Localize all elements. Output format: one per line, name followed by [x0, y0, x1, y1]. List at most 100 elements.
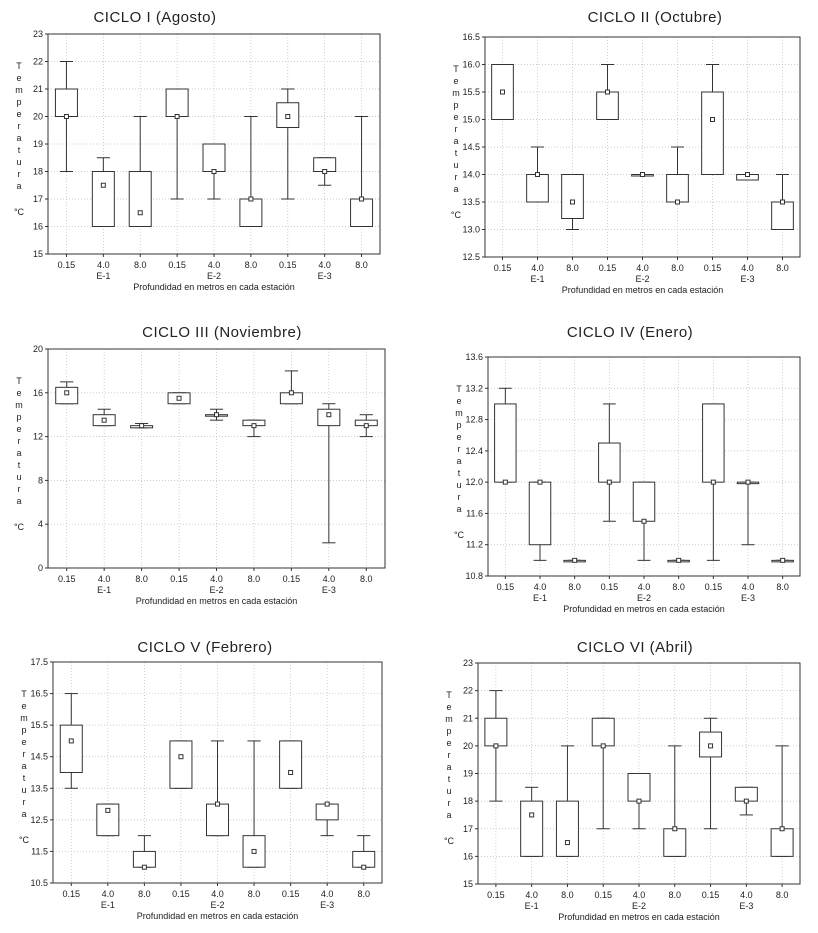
chart-title: CICLO III (Noviembre): [142, 324, 302, 341]
y-tick-label: 8: [38, 475, 43, 485]
box-iqr: [770, 828, 794, 857]
box-7: [701, 64, 724, 175]
box-iqr: [202, 143, 226, 172]
y-axis-label-letter: a: [16, 448, 21, 458]
box-4: [591, 717, 615, 830]
chart-4: CICLO IV (Enero) 10.8 11.2 11.6 12.0 12.4 12.8…: [454, 324, 801, 614]
median-marker: [641, 518, 647, 524]
y-axis-label-letter: e: [453, 76, 458, 86]
x-tick-label: 4.0: [98, 574, 111, 584]
x-group-label: E-2: [632, 901, 646, 911]
box-iqr: [771, 201, 794, 230]
y-axis-label-letter: T: [16, 376, 22, 386]
box-6: [663, 745, 687, 857]
median-marker: [64, 390, 70, 396]
chart-5: CICLO V (Febrero) 10.5 11.5 12.5 13.5 14.5 15.…: [19, 639, 383, 921]
box-8: [313, 157, 337, 186]
x-group-label: E-3: [739, 901, 753, 911]
x-tick-label: 8.0: [776, 263, 789, 273]
y-axis-label-letter: r: [23, 749, 26, 759]
box-3: [128, 116, 152, 227]
x-tick-label: 8.0: [561, 890, 574, 900]
x-tick-label: 0.15: [702, 890, 720, 900]
median-marker: [710, 117, 715, 122]
y-axis-label-letter: m: [15, 85, 23, 95]
median-marker: [174, 114, 180, 119]
x-tick-label: 0.15: [594, 890, 612, 900]
y-axis-label-letter: m: [455, 408, 463, 418]
y-axis-label-letter: a: [456, 504, 461, 514]
x-group-label: E-3: [320, 900, 334, 910]
median-marker: [745, 479, 751, 485]
y-axis-label-letter: a: [446, 762, 451, 772]
y-axis-label-letter: T: [16, 61, 22, 71]
box-4: [596, 64, 619, 120]
y-tick-label: 11.6: [466, 508, 483, 518]
median-marker: [564, 840, 570, 846]
x-group-label: E-3: [322, 585, 336, 595]
y-tick-label: 23: [33, 29, 43, 39]
y-tick-label: 15.0: [462, 115, 480, 125]
y-tick-label: 18: [33, 167, 43, 177]
y-tick-label: 11.5: [31, 846, 48, 856]
box-2: [528, 479, 552, 561]
y-axis-label-letter: T: [21, 689, 27, 699]
y-axis-label-letter: r: [458, 492, 461, 502]
y-axis-label-letter: e: [456, 432, 461, 442]
y-axis-unit: °C: [444, 836, 455, 846]
box-iqr: [526, 174, 549, 203]
x-tick-label: 0.15: [172, 889, 190, 899]
y-tick-label: 16.0: [462, 60, 480, 70]
y-axis-label-letter: e: [446, 738, 451, 748]
box-iqr: [494, 403, 517, 483]
median-marker: [139, 423, 145, 429]
y-tick-label: 12: [33, 432, 43, 442]
y-tick-label: 14.5: [462, 142, 480, 152]
y-axis-label-letter: u: [21, 785, 26, 795]
x-axis-label: Profundidad en metros en cada estación: [136, 596, 298, 606]
x-group-label: E-1: [96, 271, 110, 281]
y-axis-label-letter: t: [18, 145, 21, 155]
box-iqr: [702, 403, 725, 483]
y-axis-label-letter: m: [445, 714, 453, 724]
box-9: [771, 174, 794, 230]
x-tick-label: 8.0: [245, 260, 258, 270]
box-iqr: [350, 198, 374, 227]
x-tick-label: 8.0: [360, 574, 373, 584]
y-tick-label: 22: [33, 57, 43, 67]
y-tick-label: 16: [33, 388, 43, 398]
box-9: [354, 414, 378, 438]
box-9: [352, 835, 376, 870]
median-marker: [570, 199, 575, 205]
y-tick-label: 20: [33, 112, 43, 122]
y-axis-label-letter: r: [18, 484, 21, 494]
y-tick-label: 13.0: [462, 225, 480, 235]
x-tick-label: 0.15: [705, 582, 723, 592]
box-1: [491, 64, 514, 120]
chart-title: CICLO IV (Enero): [567, 324, 693, 341]
y-axis-label-letter: r: [455, 172, 458, 182]
median-marker: [101, 417, 107, 423]
x-axis-label: Profundidad en metros en cada estación: [562, 285, 724, 295]
median-marker: [178, 754, 184, 760]
y-axis-label-letter: a: [453, 184, 458, 194]
y-tick-label: 0: [38, 563, 43, 573]
y-axis-label-letter: T: [453, 64, 459, 74]
median-marker: [176, 395, 182, 401]
y-tick-label: 20: [463, 741, 473, 751]
y-axis-label-letter: u: [456, 480, 461, 490]
y-axis-label-letter: u: [446, 786, 451, 796]
box-iqr: [484, 717, 508, 747]
x-tick-label: 4.0: [210, 574, 223, 584]
box-3: [130, 422, 154, 429]
median-marker: [363, 423, 369, 429]
median-marker: [137, 210, 143, 216]
box-4: [169, 740, 193, 789]
box-1: [55, 381, 79, 405]
y-axis-unit: °C: [19, 835, 30, 845]
median-marker: [500, 89, 505, 95]
y-axis-label-letter: a: [446, 810, 451, 820]
x-tick-label: 4.0: [740, 890, 753, 900]
median-marker: [326, 412, 332, 418]
